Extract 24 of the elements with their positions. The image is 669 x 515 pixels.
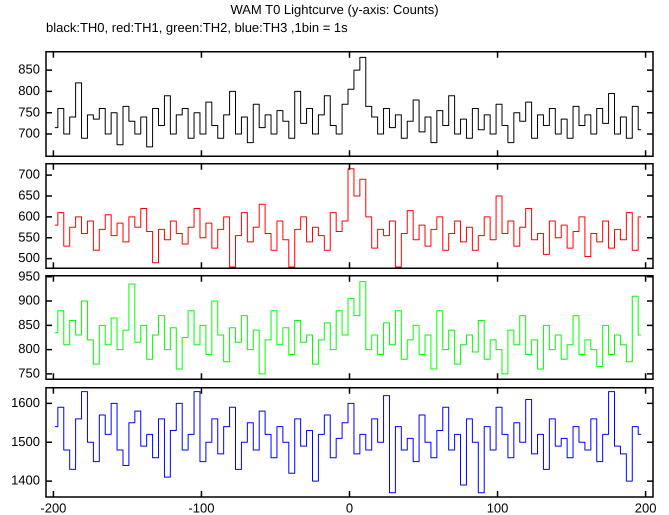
x-tick-label: -200 bbox=[40, 500, 66, 515]
y-tick-label: 850 bbox=[18, 316, 40, 332]
chart-subtitle: black:TH0, red:TH1, green:TH2, blue:TH3 ,1bin = 1s bbox=[46, 20, 348, 35]
y-tick-label: 750 bbox=[18, 104, 40, 120]
x-tick-label: 0 bbox=[346, 500, 354, 515]
y-tick-label: 700 bbox=[18, 166, 40, 182]
y-tick-label: 800 bbox=[18, 341, 40, 356]
x-tick-label: -100 bbox=[188, 500, 214, 515]
y-tick-label: 650 bbox=[18, 188, 40, 203]
y-tick-label: 550 bbox=[18, 229, 40, 244]
x-tick-label: 100 bbox=[486, 500, 508, 515]
y-tick-label: 500 bbox=[18, 250, 40, 266]
x-tick-label: 200 bbox=[634, 500, 656, 515]
y-tick-label: 1500 bbox=[11, 434, 40, 449]
y-tick-label: 1400 bbox=[11, 472, 40, 488]
y-tick-label: 850 bbox=[18, 62, 40, 77]
y-tick-label: 700 bbox=[18, 126, 40, 141]
y-tick-label: 750 bbox=[18, 365, 40, 380]
y-tick-label: 1600 bbox=[11, 394, 40, 410]
chart-title: WAM T0 Lightcurve (y-axis: Counts) bbox=[229, 2, 440, 17]
y-tick-label: 800 bbox=[18, 83, 40, 98]
y-tick-label: 900 bbox=[18, 292, 40, 308]
y-tick-label: 600 bbox=[18, 208, 40, 224]
y-tick-label: 950 bbox=[18, 268, 40, 284]
